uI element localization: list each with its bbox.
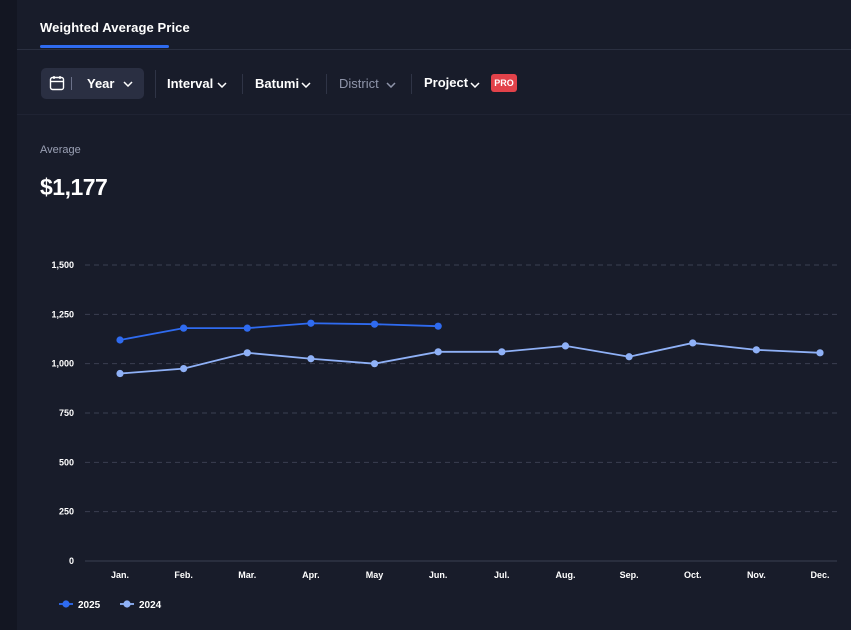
x-tick-label: Sep. (620, 570, 639, 580)
data-point-2024 (116, 369, 124, 378)
toolbar-divider (326, 74, 327, 94)
data-point-2025 (243, 324, 251, 332)
series-line-2024 (119, 342, 821, 375)
y-tick-label: 0 (69, 556, 74, 566)
legend-marker-2024 (123, 600, 131, 608)
data-point-2024 (243, 349, 251, 357)
series-line-2025 (119, 322, 439, 341)
year-label: Year (87, 76, 115, 91)
data-point-2024 (370, 360, 379, 368)
data-point-2025 (116, 336, 124, 344)
average-value: $1,177 (40, 174, 108, 200)
data-point-2024 (625, 353, 633, 361)
y-tick-label: 750 (59, 408, 74, 418)
x-tick-label: Jun. (429, 570, 448, 580)
data-point-2025 (370, 320, 379, 328)
city-dropdown[interactable]: Batumi (255, 76, 300, 91)
interval-dropdown[interactable]: Interval (167, 76, 214, 91)
data-point-2025 (307, 319, 315, 327)
y-tick-label: 1,000 (51, 359, 74, 369)
x-tick-label: Mar. (238, 570, 256, 580)
data-point-2024 (180, 365, 188, 373)
data-point-2024 (752, 346, 760, 354)
line-chart: 0 250 500 750 1,000 1,250 1,500 Jan. Feb. Mar. Apr… (51, 260, 837, 611)
data-point-2024 (816, 349, 824, 357)
chevron-down-icon (301, 82, 311, 88)
chevron-down-icon (123, 81, 133, 87)
active-tab-indicator (40, 45, 169, 48)
x-tick-label: Apr. (302, 570, 320, 580)
legend-label-2025: 2025 (78, 600, 101, 611)
tab-bar: Weighted Average Price (17, 0, 851, 50)
x-tick-label: May (366, 570, 384, 580)
data-point-2024 (561, 342, 570, 350)
chart-panel: Weighted Average Price Year Interval Bat… (17, 0, 851, 630)
average-label: Average (40, 144, 81, 156)
data-point-2024 (689, 339, 697, 347)
x-tick-label: Jan. (111, 570, 129, 580)
toolbar-divider (242, 74, 243, 94)
pro-badge: PRO (491, 74, 517, 92)
calendar-icon (49, 76, 65, 91)
filter-toolbar: Year Interval Batumi District Project PR… (17, 50, 851, 115)
project-dropdown[interactable]: Project (424, 75, 469, 90)
x-tick-label: Nov. (747, 570, 766, 580)
data-point-2024 (307, 355, 315, 363)
side-strip (0, 0, 17, 630)
data-point-2025 (434, 322, 442, 330)
legend-label-2024: 2024 (139, 600, 162, 611)
x-tick-label: Oct. (684, 570, 702, 580)
x-tick-label: Dec. (810, 570, 829, 580)
data-point-2024 (434, 348, 442, 356)
year-divider (71, 77, 72, 90)
y-tick-label: 1,250 (51, 309, 74, 319)
tab-weighted-average-price[interactable]: Weighted Average Price (40, 20, 190, 35)
chevron-down-icon (386, 82, 396, 88)
x-tick-label: Feb. (174, 570, 193, 580)
chevron-down-icon (217, 82, 227, 88)
chevron-down-icon (470, 82, 480, 88)
y-tick-label: 500 (59, 457, 74, 467)
x-tick-label: Jul. (494, 570, 510, 580)
data-point-2024 (498, 348, 506, 356)
legend-marker-2025 (62, 600, 70, 608)
y-tick-label: 1,500 (51, 260, 74, 270)
y-tick-label: 250 (59, 507, 74, 517)
toolbar-divider (155, 70, 156, 98)
data-point-2025 (180, 324, 188, 332)
x-tick-label: Aug. (555, 570, 575, 580)
district-dropdown[interactable]: District (339, 76, 379, 91)
toolbar-divider (411, 74, 412, 94)
year-selector[interactable]: Year (41, 68, 144, 99)
